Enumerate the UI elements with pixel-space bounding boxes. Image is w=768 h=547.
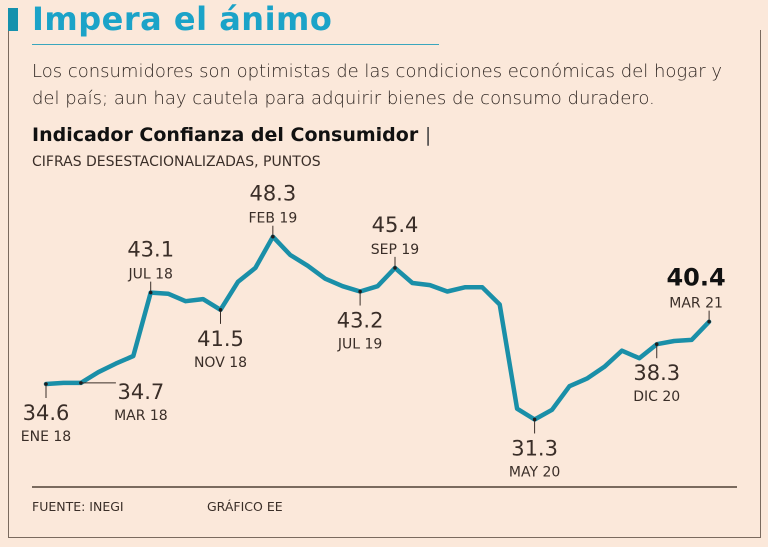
annotation-label: DIC 20 bbox=[633, 389, 680, 405]
annotation-value: 31.3 bbox=[511, 436, 558, 460]
annotation-label: JUL 19 bbox=[337, 337, 382, 353]
annotation-label: MAY 20 bbox=[509, 464, 560, 480]
annotation-value: 43.2 bbox=[337, 309, 384, 333]
chart-title-text: Indicador Confianza del Consumidor bbox=[32, 124, 419, 146]
annotation-dot bbox=[707, 319, 711, 324]
annotation-label: JUL 18 bbox=[127, 267, 172, 283]
chart-title-separator: | bbox=[424, 124, 432, 146]
annotation-dot bbox=[358, 289, 362, 294]
annotation-value: 34.6 bbox=[23, 401, 70, 425]
title-divider bbox=[32, 44, 439, 45]
annotation-dot bbox=[532, 417, 537, 422]
annotation-value: 48.3 bbox=[249, 182, 296, 206]
annotation-dot bbox=[218, 308, 223, 312]
infographic-frame bbox=[8, 30, 761, 538]
annotation-dot bbox=[44, 382, 48, 386]
annotation-value: 43.1 bbox=[127, 238, 174, 262]
annotation-dot bbox=[654, 342, 659, 347]
annotation-dot bbox=[393, 266, 397, 270]
annotation-label: SEP 19 bbox=[371, 242, 419, 258]
annotation-value: 45.4 bbox=[372, 213, 419, 237]
annotation-label: MAR 18 bbox=[114, 408, 168, 424]
annotation-label: ENE 18 bbox=[21, 429, 71, 445]
annotation-dot bbox=[271, 234, 275, 239]
chart-units: CIFRAS DESESTACIONALIZADAS, PUNTOS bbox=[32, 154, 321, 170]
subtitle: Los consumidores son optimistas de las c… bbox=[32, 61, 723, 109]
source-note: FUENTE: INEGI bbox=[32, 499, 124, 514]
annotation-value: 34.7 bbox=[118, 380, 165, 404]
annotation-value: 38.3 bbox=[633, 361, 680, 385]
credit-note: GRÁFICO EE bbox=[207, 499, 283, 514]
annotation-dot bbox=[79, 381, 83, 385]
chart-title: Indicador Confianza del Consumidor | bbox=[32, 124, 431, 146]
page-title: Impera el ánimo bbox=[32, 0, 333, 38]
annotation-label: FEB 19 bbox=[248, 211, 297, 227]
footer-divider bbox=[32, 486, 737, 488]
annotation-dot bbox=[148, 290, 153, 295]
annotation-label: NOV 18 bbox=[194, 355, 247, 371]
annotation-label: MAR 21 bbox=[669, 296, 723, 312]
annotation-value: 41.5 bbox=[197, 327, 244, 351]
annotation-value: 40.4 bbox=[666, 264, 725, 292]
title-accent-bar bbox=[8, 8, 18, 31]
